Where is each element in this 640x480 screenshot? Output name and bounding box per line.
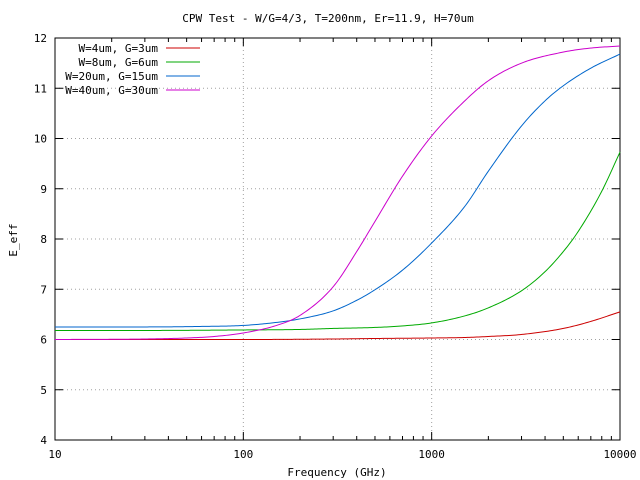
y-axis-title: E_eff	[7, 223, 20, 256]
y-tick-label: 6	[40, 334, 47, 347]
y-tick-label: 7	[40, 283, 47, 296]
y-tick-label: 12	[34, 32, 47, 45]
y-tick-label: 4	[40, 434, 47, 447]
x-axis-title: Frequency (GHz)	[287, 466, 386, 479]
y-tick-label: 9	[40, 183, 47, 196]
y-tick-label: 10	[34, 133, 47, 146]
y-tick-label: 11	[34, 82, 47, 95]
grid-lines	[55, 38, 620, 440]
legend-label-4: W=40um, G=30um	[65, 84, 158, 97]
series-line-4	[54, 45, 621, 340]
legend-label-3: W=20um, G=15um	[65, 70, 158, 83]
x-tick-label: 10	[48, 448, 61, 461]
series-line-1	[55, 311, 621, 340]
legend-label-1: W=4um, G=3um	[79, 42, 159, 55]
axis-ticks: 4 5 6 7 8 9 10 11 12 10 100 1000 10000	[34, 32, 637, 461]
x-tick-label: 100	[233, 448, 253, 461]
legend-label-2: W=8um, G=6um	[79, 56, 159, 69]
series-lines	[54, 45, 621, 340]
series-line-2	[55, 151, 621, 331]
x-tick-label: 10000	[603, 448, 636, 461]
series-line-3	[55, 53, 621, 328]
y-tick-label: 8	[40, 233, 47, 246]
x-tick-label: 1000	[418, 448, 445, 461]
chart-title: CPW Test - W/G=4/3, T=200nm, Er=11.9, H=…	[182, 12, 474, 25]
y-tick-label: 5	[40, 384, 47, 397]
